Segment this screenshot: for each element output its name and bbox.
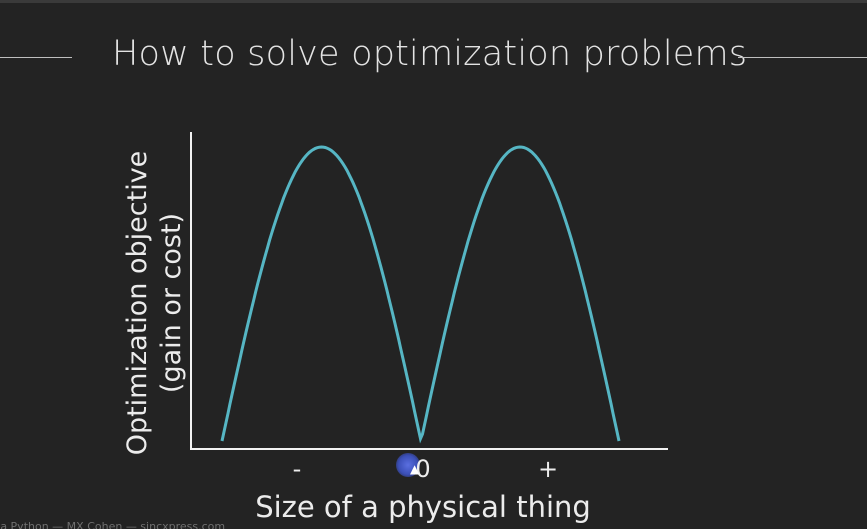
y-axis-label-line1: Optimization objective: [122, 150, 153, 456]
top-border: [0, 0, 867, 3]
pointer-arrow-icon: ▲: [410, 462, 420, 476]
y-axis-label-line2: (gain or cost): [156, 212, 187, 394]
title-rule-right: [738, 57, 867, 58]
tick-plus: +: [537, 455, 559, 483]
x-axis-label: Size of a physical thing: [255, 490, 591, 524]
y-axis-label: Optimization objective (gain or cost): [121, 151, 189, 456]
tick-zero: 0: [415, 455, 431, 483]
watermark: ta Python — MX Cohen — sincxpress.com: [0, 520, 226, 529]
objective-curve: [220, 145, 621, 444]
title-rule-left: [0, 57, 72, 58]
cursor-highlight: [396, 453, 420, 477]
slide-title: How to solve optimization problems: [112, 34, 748, 74]
tick-minus: -: [292, 455, 302, 483]
